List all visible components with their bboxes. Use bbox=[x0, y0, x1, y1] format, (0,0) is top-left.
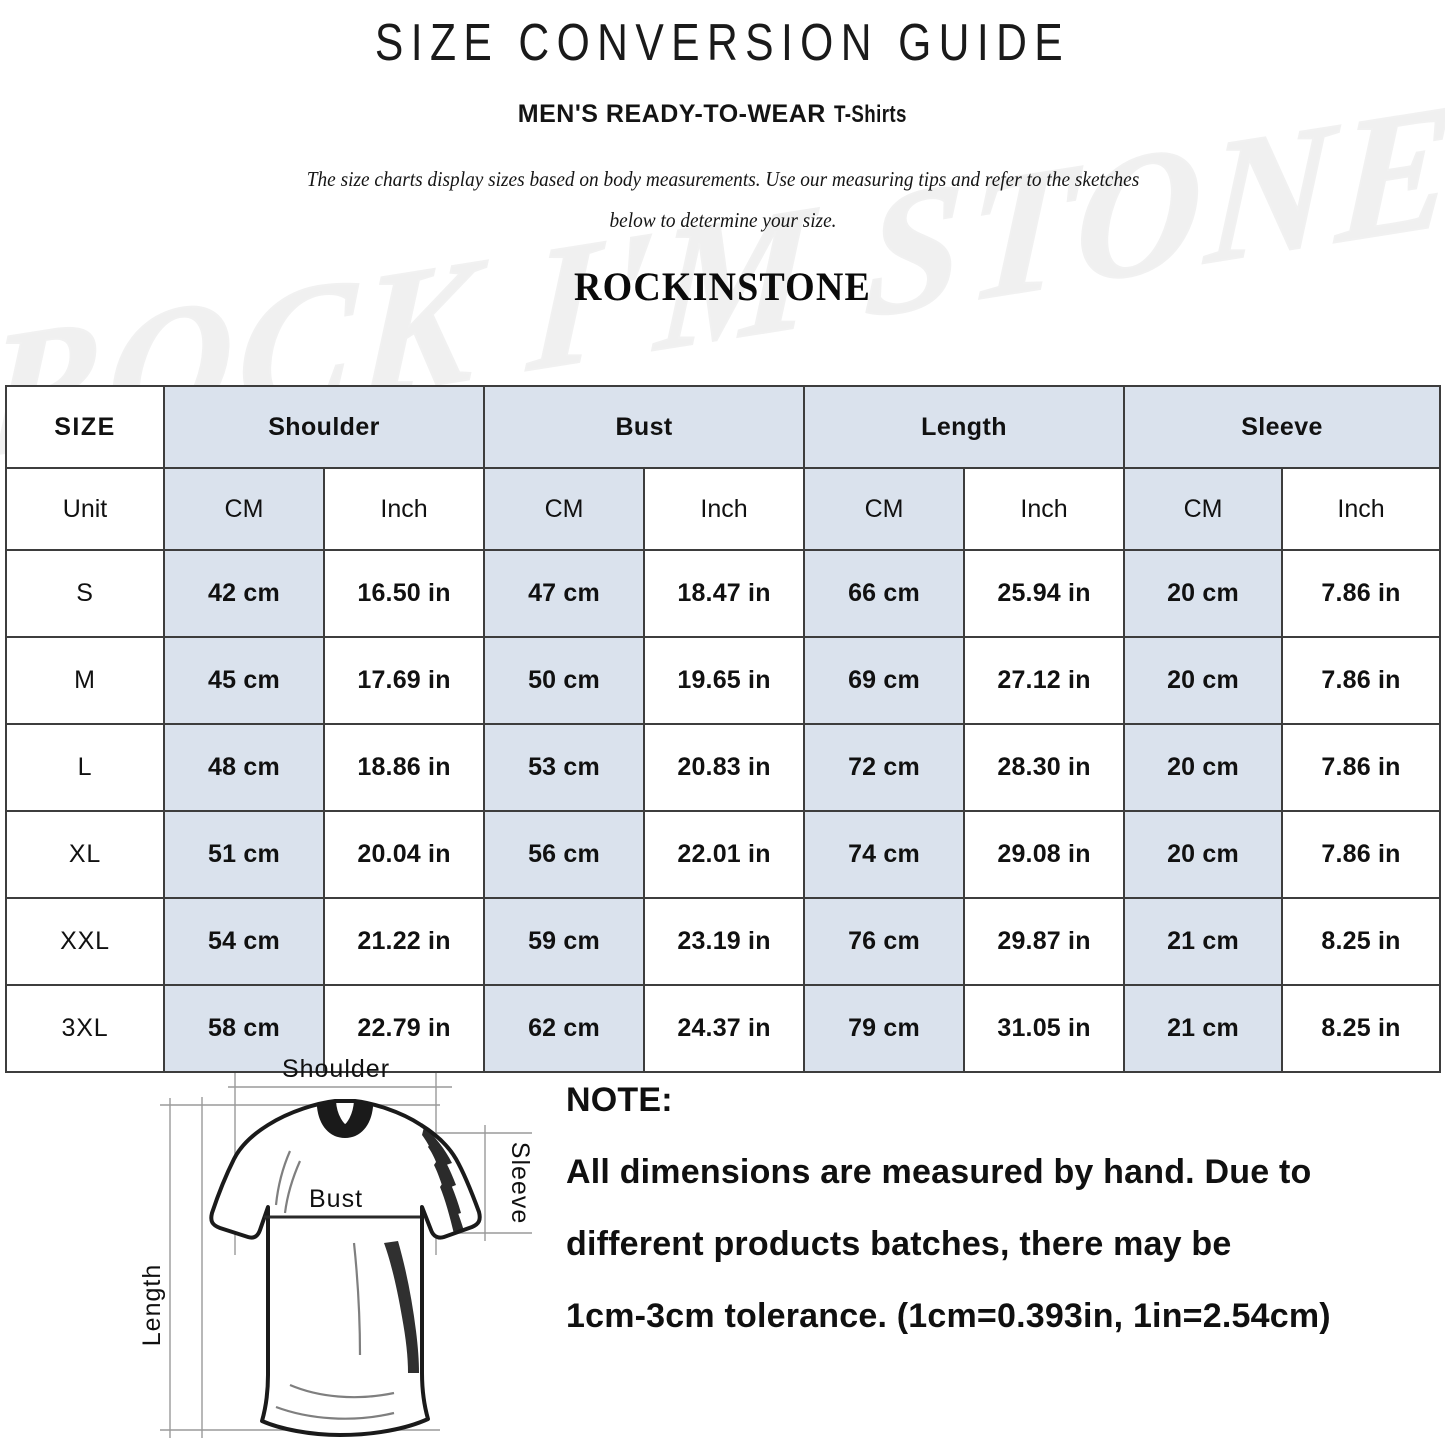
cell-size-label: XXL bbox=[5, 897, 165, 986]
cell-value: 69 cm bbox=[803, 636, 966, 725]
cell-value: 20.83 in bbox=[643, 723, 806, 812]
subtitle: MEN'S READY-TO-WEAR T-Shirts bbox=[0, 100, 1445, 129]
cell-value: 42 cm bbox=[163, 549, 325, 638]
description-line-2: below to determine your size. bbox=[609, 207, 836, 232]
table-unit-row: Unit CM Inch CM Inch CM Inch CM Inch bbox=[5, 467, 1442, 551]
cell-value: 22.79 in bbox=[322, 984, 486, 1073]
cell-value: 54 cm bbox=[163, 897, 325, 986]
header-unit-cm-4: CM bbox=[803, 467, 966, 551]
cell-value: 18.86 in bbox=[322, 723, 486, 812]
cell-value: 7.86 in bbox=[1281, 636, 1442, 725]
table-row: XXL 54 cm 21.22 in 59 cm 23.19 in 76 cm 29.87 … bbox=[5, 897, 1442, 986]
cell-value: 59 cm bbox=[483, 897, 646, 986]
cell-size-label: L bbox=[5, 723, 165, 812]
cell-size-label: S bbox=[5, 549, 165, 638]
diagram-label-bust: Bust bbox=[309, 1185, 363, 1213]
cell-value: 7.86 in bbox=[1281, 549, 1442, 638]
header-unit: Unit bbox=[5, 467, 165, 551]
cell-value: 76 cm bbox=[803, 897, 966, 986]
cell-value: 29.08 in bbox=[963, 810, 1126, 899]
cell-value: 21 cm bbox=[1123, 897, 1284, 986]
cell-value: 25.94 in bbox=[963, 549, 1126, 638]
cell-value: 7.86 in bbox=[1281, 810, 1442, 899]
size-conversion-table: SIZE Shoulder Bust Length Sleeve Unit CM Inch CM… bbox=[5, 385, 1442, 1073]
cell-value: 74 cm bbox=[803, 810, 966, 899]
header-unit-cm-0: CM bbox=[163, 467, 325, 551]
cell-value: 23.19 in bbox=[643, 897, 806, 986]
cell-value: 21.22 in bbox=[322, 897, 486, 986]
cell-value: 79 cm bbox=[803, 984, 966, 1073]
cell-value: 16.50 in bbox=[322, 549, 486, 638]
note-line-3: 1cm-3cm tolerance. (1cm=0.393in, 1in=2.5… bbox=[566, 1297, 1331, 1335]
header-unit-cm-6: CM bbox=[1123, 467, 1284, 551]
cell-value: 51 cm bbox=[163, 810, 325, 899]
cell-value: 20.04 in bbox=[322, 810, 486, 899]
bottom-section: Shoulder Bust Sleeve Length NOTE: All di… bbox=[0, 1043, 1445, 1445]
diagram-label-shoulder: Shoulder bbox=[282, 1055, 390, 1083]
table-row: S 42 cm 16.50 in 47 cm 18.47 in 66 cm 25.94 in… bbox=[5, 549, 1442, 638]
table-row: L 48 cm 18.86 in 53 cm 20.83 in 72 cm 28.30 in… bbox=[5, 723, 1442, 812]
page-header: SIZE CONVERSION GUIDE MEN'S READY-TO-WEA… bbox=[0, 0, 1445, 310]
cell-size-label: M bbox=[5, 636, 165, 725]
header-unit-inch-7: Inch bbox=[1281, 467, 1442, 551]
header-size: SIZE bbox=[5, 385, 165, 469]
cell-value: 24.37 in bbox=[643, 984, 806, 1073]
diagram-label-length: Length bbox=[140, 1264, 166, 1346]
cell-value: 18.47 in bbox=[643, 549, 806, 638]
cell-value: 20 cm bbox=[1123, 723, 1284, 812]
cell-value: 50 cm bbox=[483, 636, 646, 725]
cell-value: 45 cm bbox=[163, 636, 325, 725]
cell-value: 62 cm bbox=[483, 984, 646, 1073]
subtitle-product: T-Shirts bbox=[833, 100, 907, 128]
cell-size-label: 3XL bbox=[5, 984, 165, 1073]
header-unit-inch-5: Inch bbox=[963, 467, 1126, 551]
header-group-shoulder: Shoulder bbox=[162, 385, 486, 469]
cell-value: 31.05 in bbox=[963, 984, 1126, 1073]
header-unit-inch-1: Inch bbox=[322, 467, 486, 551]
header-group-bust: Bust bbox=[483, 385, 806, 469]
table-row: 3XL 58 cm 22.79 in 62 cm 24.37 in 79 cm 31.05 … bbox=[5, 984, 1442, 1073]
diagram-label-sleeve: Sleeve bbox=[506, 1142, 534, 1224]
cell-value: 28.30 in bbox=[963, 723, 1126, 812]
header-group-sleeve: Sleeve bbox=[1123, 385, 1442, 469]
cell-value: 21 cm bbox=[1123, 984, 1284, 1073]
table-group-header-row: SIZE Shoulder Bust Length Sleeve bbox=[5, 385, 1442, 469]
cell-value: 48 cm bbox=[163, 723, 325, 812]
note-heading: NOTE: bbox=[566, 1081, 673, 1119]
note-line-1: All dimensions are measured by hand. Due… bbox=[566, 1153, 1312, 1191]
tshirt-measurement-diagram: Shoulder Bust Sleeve Length bbox=[140, 1055, 560, 1445]
cell-value: 17.69 in bbox=[322, 636, 486, 725]
page-title: SIZE CONVERSION GUIDE bbox=[374, 14, 1071, 72]
cell-value: 56 cm bbox=[483, 810, 646, 899]
note-line-2: different products batches, there may be bbox=[566, 1225, 1232, 1263]
cell-value: 8.25 in bbox=[1281, 984, 1442, 1073]
cell-value: 19.65 in bbox=[643, 636, 806, 725]
cell-value: 72 cm bbox=[803, 723, 966, 812]
cell-value: 8.25 in bbox=[1281, 897, 1442, 986]
cell-value: 58 cm bbox=[163, 984, 325, 1073]
cell-size-label: XL bbox=[5, 810, 165, 899]
subtitle-category: MEN'S READY-TO-WEAR bbox=[517, 99, 826, 128]
cell-value: 20 cm bbox=[1123, 810, 1284, 899]
table-row: XL 51 cm 20.04 in 56 cm 22.01 in 74 cm 29.08 i… bbox=[5, 810, 1442, 899]
header-unit-inch-3: Inch bbox=[643, 467, 806, 551]
cell-value: 27.12 in bbox=[963, 636, 1126, 725]
cell-value: 7.86 in bbox=[1281, 723, 1442, 812]
cell-value: 66 cm bbox=[803, 549, 966, 638]
header-unit-cm-2: CM bbox=[483, 467, 646, 551]
cell-value: 29.87 in bbox=[963, 897, 1126, 986]
cell-value: 22.01 in bbox=[643, 810, 806, 899]
cell-value: 20 cm bbox=[1123, 549, 1284, 638]
table-row: M 45 cm 17.69 in 50 cm 19.65 in 69 cm 27.12 in… bbox=[5, 636, 1442, 725]
cell-value: 20 cm bbox=[1123, 636, 1284, 725]
cell-value: 53 cm bbox=[483, 723, 646, 812]
note-block: NOTE: All dimensions are measured by han… bbox=[566, 1083, 1426, 1333]
size-table-container: SIZE Shoulder Bust Length Sleeve Unit CM Inch CM… bbox=[5, 385, 1442, 1073]
brand-name: ROCKINSTONE bbox=[574, 263, 871, 309]
header-group-length: Length bbox=[803, 385, 1126, 469]
cell-value: 47 cm bbox=[483, 549, 646, 638]
description-line-1: The size charts display sizes based on b… bbox=[306, 166, 1139, 191]
description: The size charts display sizes based on b… bbox=[258, 159, 1187, 241]
